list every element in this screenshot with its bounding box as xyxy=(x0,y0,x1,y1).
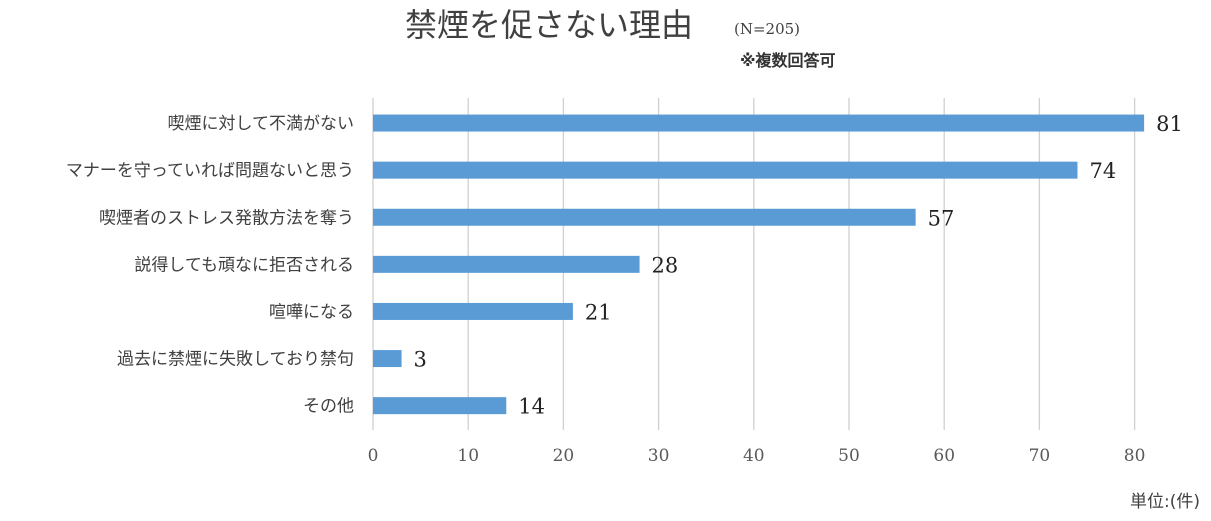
category-label: 喧嘩になる xyxy=(269,302,354,322)
category-label: 喫煙者のストレス発散方法を奪う xyxy=(99,208,354,228)
x-tick-label: 80 xyxy=(1124,446,1146,466)
x-tick-label: 10 xyxy=(457,446,479,466)
bar xyxy=(373,302,573,320)
category-label: その他 xyxy=(303,397,354,417)
category-label: 説得しても頑なに拒否される xyxy=(134,255,354,275)
unit-label: 単位:(件) xyxy=(1130,492,1200,512)
bar xyxy=(373,208,916,226)
x-axis-tick-labels: 0 10 20 30 40 50 60 70 80 xyxy=(368,446,1146,466)
gridlines xyxy=(372,98,1136,430)
chart-subtitle: ※複数回答可 xyxy=(740,51,836,70)
data-label: 3 xyxy=(414,348,427,372)
data-label: 14 xyxy=(518,395,545,419)
category-label: 喫煙に対して不満がない xyxy=(168,114,355,134)
bars xyxy=(373,114,1145,415)
data-label: 81 xyxy=(1156,112,1183,136)
bar xyxy=(373,350,402,368)
bar xyxy=(373,114,1145,132)
bar xyxy=(373,255,640,273)
category-labels: 喫煙に対して不満がないマナーを守っていれば問題ないと思う喫煙者のストレス発散方法… xyxy=(66,114,354,417)
category-label: 過去に禁煙に失敗しており禁句 xyxy=(117,350,354,370)
x-tick-label: 40 xyxy=(743,446,765,466)
x-tick-label: 50 xyxy=(838,446,860,466)
category-label: マナーを守っていれば問題ないと思う xyxy=(66,161,354,181)
bar xyxy=(373,397,507,415)
chart-title: 禁煙を促さない理由 xyxy=(405,6,693,44)
data-label: 21 xyxy=(585,300,612,324)
x-tick-label: 20 xyxy=(553,446,575,466)
x-tick-label: 70 xyxy=(1029,446,1051,466)
x-tick-label: 0 xyxy=(368,446,379,466)
x-tick-label: 60 xyxy=(933,446,955,466)
bar xyxy=(373,161,1078,179)
data-labels: 81 74 57 28 21 3 14 xyxy=(414,112,1183,419)
x-tick-label: 30 xyxy=(648,446,670,466)
chart-title-note: (N=205) xyxy=(734,20,800,38)
data-label: 74 xyxy=(1089,159,1116,183)
data-label: 57 xyxy=(928,206,955,230)
data-label: 28 xyxy=(652,253,679,277)
